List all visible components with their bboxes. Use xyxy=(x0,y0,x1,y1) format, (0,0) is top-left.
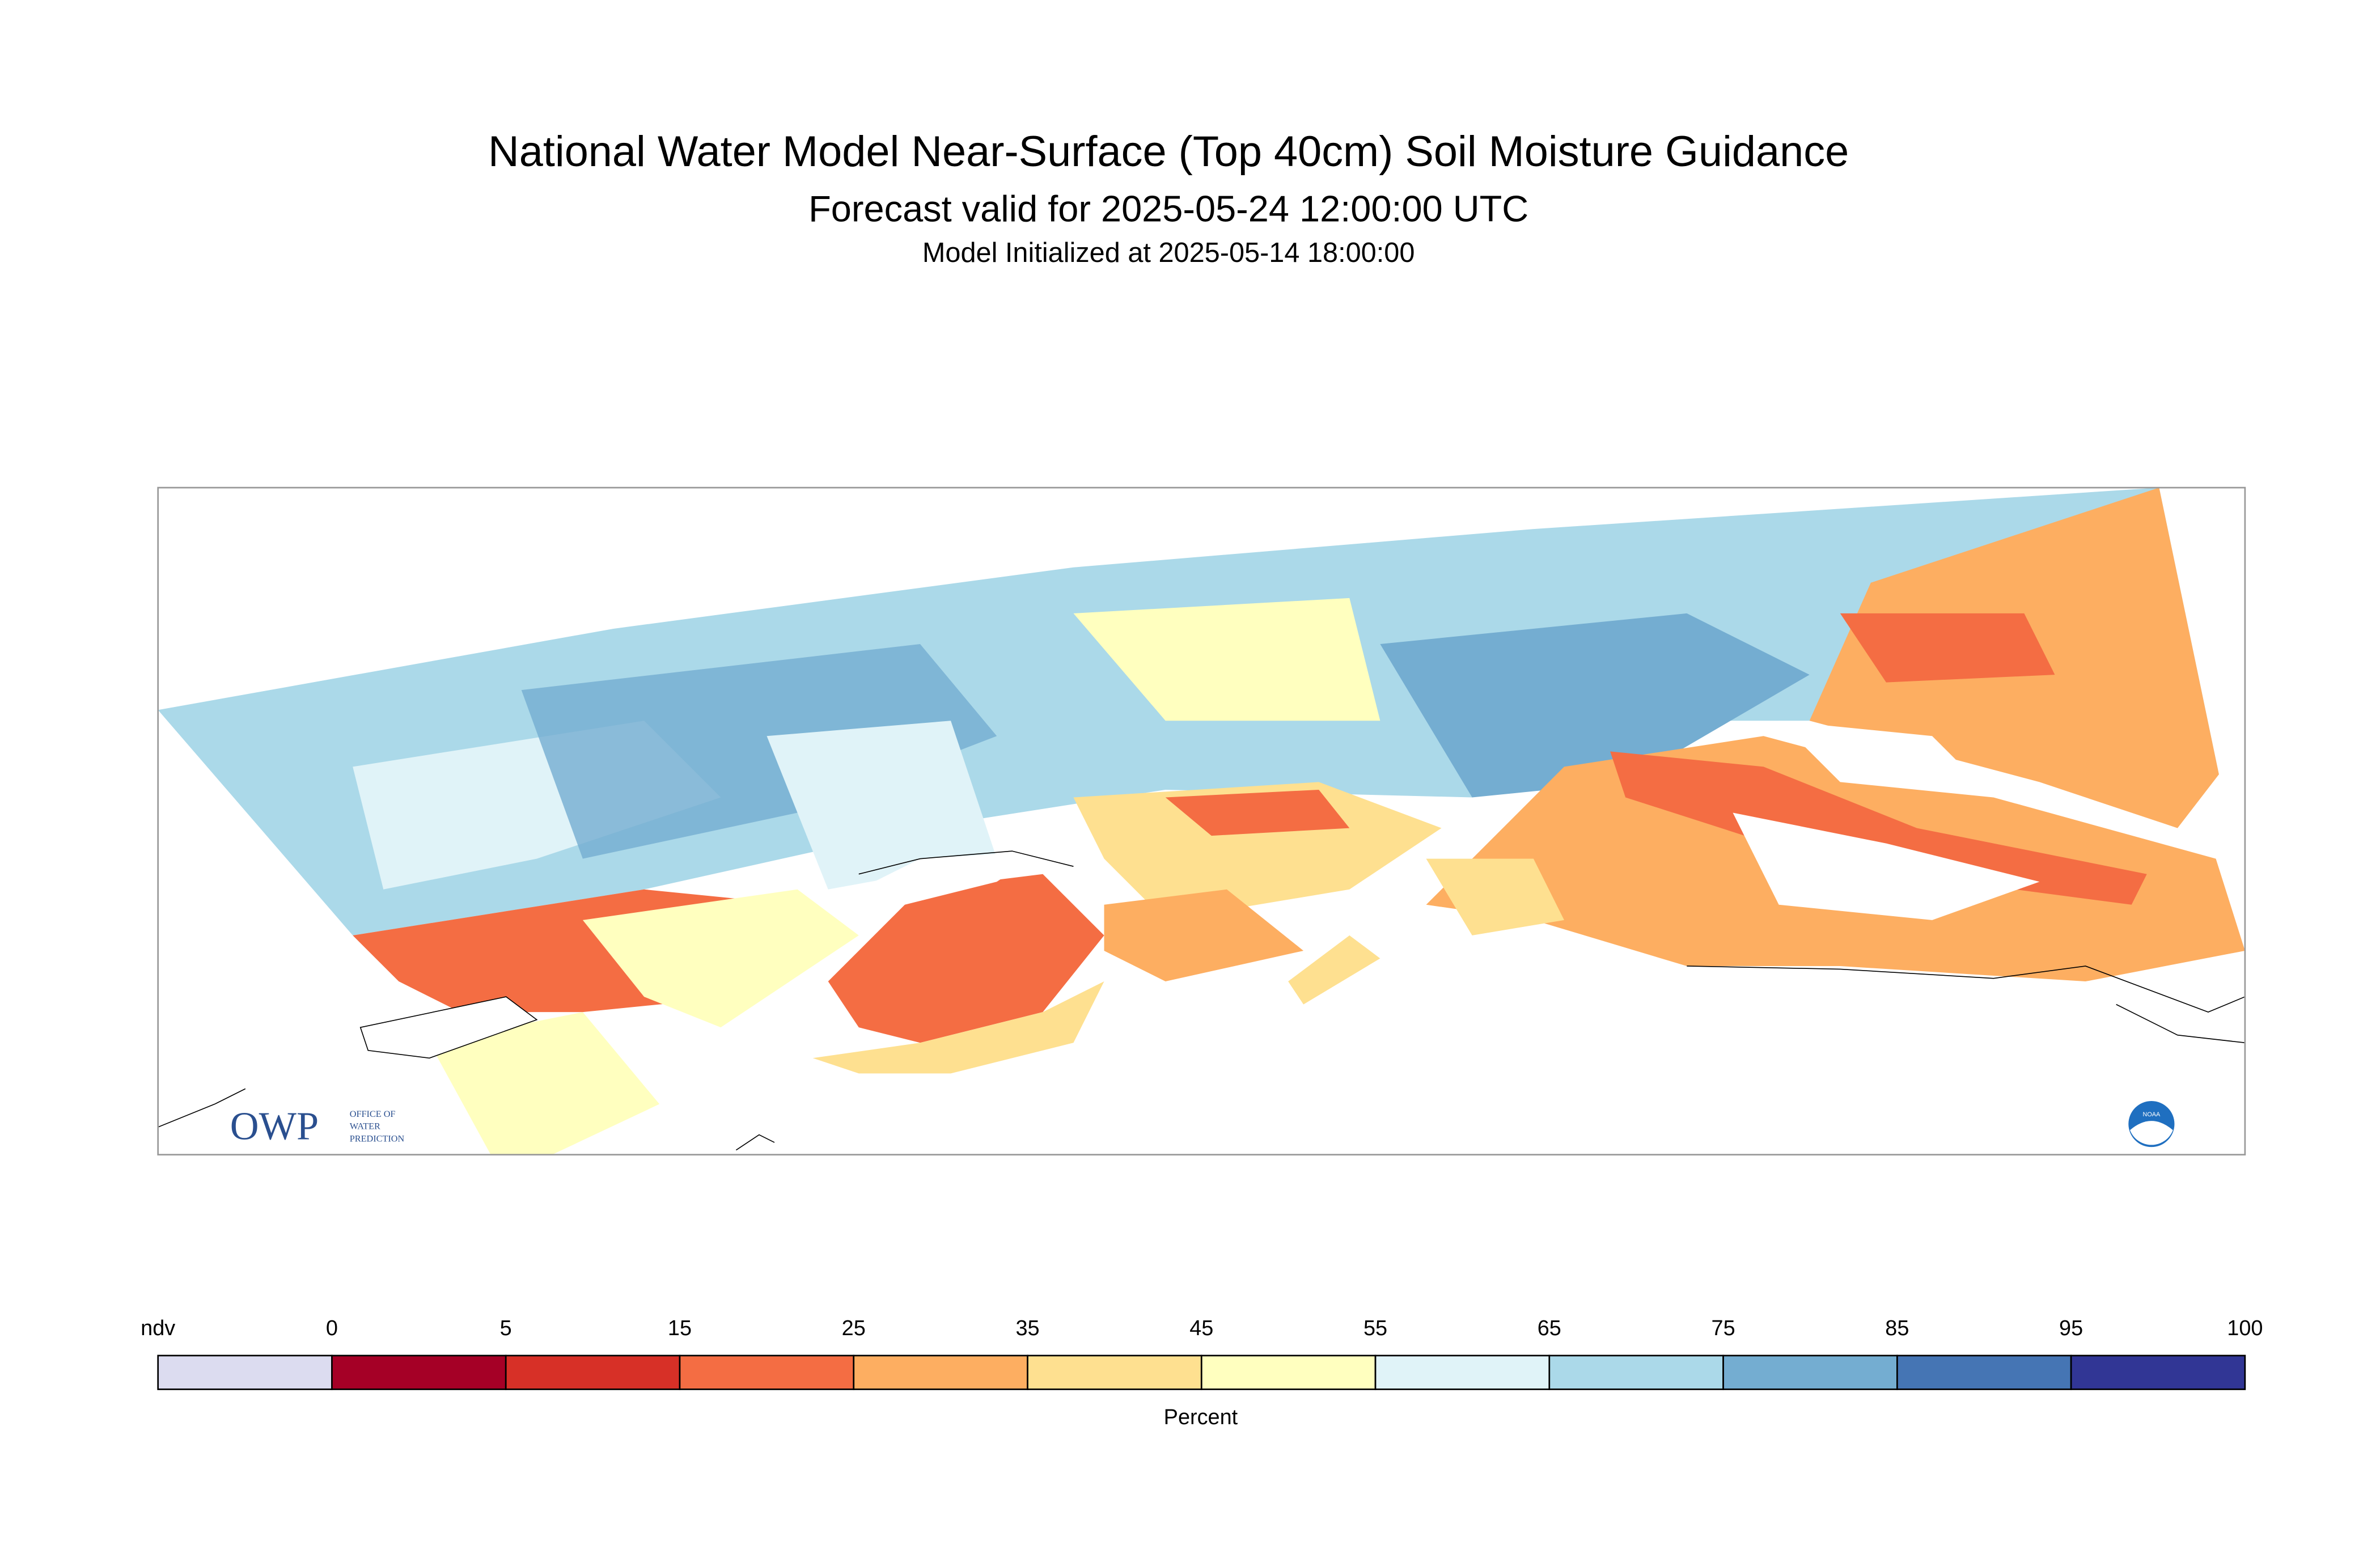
colorbar-tick-label: 35 xyxy=(1015,1316,1039,1340)
noaa-label: NOAA xyxy=(2143,1111,2161,1118)
owp-name: PREDICTION xyxy=(350,1133,405,1144)
colorbar-swatch xyxy=(157,1354,333,1390)
colorbar-swatch xyxy=(853,1354,1028,1390)
colorbar-tick-label: 45 xyxy=(1189,1316,1213,1340)
noaa-logo-wave xyxy=(2130,1121,2173,1145)
colorbar-swatch xyxy=(2070,1354,2246,1390)
colorbar-tick-label: 0 xyxy=(326,1316,338,1340)
colorbar-tick-label: ndv xyxy=(141,1316,175,1340)
subtitle: Forecast valid for 2025-05-24 12:00:00 U… xyxy=(808,188,1528,229)
colorbar-tick-label: 15 xyxy=(668,1316,692,1340)
colorbar-swatch xyxy=(505,1354,681,1390)
colorbar-tick-label: 25 xyxy=(842,1316,866,1340)
colorbar-tick-label: 55 xyxy=(1363,1316,1387,1340)
colorbar-swatch xyxy=(331,1354,507,1390)
owp-name: WATER xyxy=(350,1121,380,1132)
colorbar-tick-label: 85 xyxy=(1885,1316,1909,1340)
colorbar-tick-label: 95 xyxy=(2059,1316,2083,1340)
colorbar-tick-label: 75 xyxy=(1712,1316,1735,1340)
colorbar-swatch xyxy=(1896,1354,2072,1390)
colorbar-swatch xyxy=(1374,1354,1551,1390)
colorbar-swatch xyxy=(1548,1354,1724,1390)
init-time: Model Initialized at 2025-05-14 18:00:00 xyxy=(922,238,1415,268)
colorbar-tick-label: 100 xyxy=(2227,1316,2263,1340)
colorbar-tick-label: 5 xyxy=(500,1316,512,1340)
owp-name: OFFICE OF xyxy=(350,1109,396,1119)
colorbar-title: Percent xyxy=(1164,1405,1238,1429)
map: OWP OFFICE OF WATER PREDICTION NOAA xyxy=(157,486,2246,1156)
colorbar: ndv 0 5 15 25 35 45 55 65 75 85 95 100 xyxy=(141,1316,2263,1390)
colorbar-swatch xyxy=(1200,1354,1377,1390)
colorbar-swatch xyxy=(1722,1354,1898,1390)
colorbar-tick-label: 65 xyxy=(1538,1316,1561,1340)
title: National Water Model Near-Surface (Top 4… xyxy=(488,128,1849,176)
colorbar-swatch xyxy=(679,1354,855,1390)
colorbar-swatch xyxy=(1027,1354,1202,1390)
owp-logo: OWP xyxy=(230,1104,319,1149)
